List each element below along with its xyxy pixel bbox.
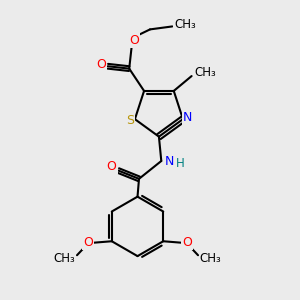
Text: O: O — [83, 236, 93, 249]
Text: CH₃: CH₃ — [194, 66, 216, 79]
Text: O: O — [182, 236, 192, 249]
Text: S: S — [126, 114, 134, 127]
Text: CH₃: CH₃ — [200, 252, 221, 265]
Text: N: N — [183, 111, 192, 124]
Text: O: O — [130, 34, 140, 47]
Text: N: N — [165, 155, 174, 168]
Text: H: H — [176, 157, 185, 170]
Text: CH₃: CH₃ — [174, 17, 196, 31]
Text: CH₃: CH₃ — [54, 252, 75, 265]
Text: O: O — [96, 58, 106, 71]
Text: O: O — [107, 160, 117, 173]
